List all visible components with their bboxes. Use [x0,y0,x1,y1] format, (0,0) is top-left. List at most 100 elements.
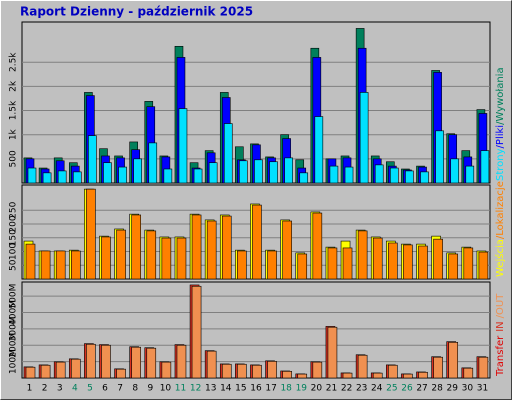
bar [478,251,489,280]
bar [329,165,339,184]
x-tick-label: 24 [371,384,383,394]
legend-entry: IN [495,321,506,331]
bar [148,142,158,184]
bar [282,220,292,280]
bar [206,350,217,379]
bar [312,361,323,379]
y-tick-label: 500M [9,284,19,309]
chart-title: Raport Dzienny - październik 2025 [20,5,253,19]
bar [176,237,187,280]
bar [27,167,37,184]
bar [267,250,277,280]
bar [55,250,66,280]
bar [146,230,157,280]
bar [312,212,323,280]
bar [86,188,96,280]
bar [297,253,308,280]
bar [116,368,126,379]
bar [55,361,66,379]
bar [237,250,247,280]
bar [237,363,247,379]
x-tick-label: 27 [416,384,427,394]
bar [193,168,203,184]
y-tick-label: 2k [9,80,19,92]
bar [131,214,141,280]
bar [388,242,398,280]
x-tick-label: 22 [341,384,352,394]
bar [433,356,443,379]
bar [70,250,81,280]
bar [450,158,460,184]
bar [178,108,188,184]
y-tick-label: 50 [9,259,19,271]
x-tick-label: 15 [235,384,246,394]
bar [403,244,413,280]
bar [86,343,96,379]
bar [254,159,263,184]
x-tick-label: 20 [311,384,323,394]
bar [448,341,459,379]
bar [433,238,443,280]
bar [478,356,489,379]
legend: Transfer IN/OUT [495,293,506,377]
bar [223,123,233,184]
bar [403,373,413,379]
x-tick-label: 14 [220,384,232,394]
bar [390,167,399,184]
bar [267,360,277,379]
bar [88,135,97,184]
bar [221,363,232,379]
bar [314,116,324,184]
bar [70,358,81,379]
x-tick-label: 6 [102,384,108,394]
bar [239,160,248,184]
x-tick-label: 2 [42,384,48,394]
y-tick-label: 400M [9,300,19,325]
x-tick-label: 28 [431,384,443,394]
y-tick-label: 100 [9,243,19,260]
x-tick-label: 10 [160,384,172,394]
bar [405,170,414,184]
x-tick-label: 8 [132,384,138,394]
legend-entry: /OUT [495,293,506,319]
y-tick-label: 1.5k [9,100,19,120]
bar [480,150,490,184]
bar [208,162,218,184]
bar [116,229,126,280]
y-tick-label: 500 [9,150,19,167]
bar [418,371,428,379]
x-tick-label: 5 [87,384,93,394]
bar [176,344,187,379]
bar [448,253,459,280]
x-tick-label: 4 [72,384,78,394]
legend-entry: /Wywołania [495,67,506,125]
bar [282,370,292,379]
legend-entry: Wejścia [494,239,506,277]
bar [191,285,202,379]
bar [57,170,67,184]
bar [297,373,308,379]
y-tick-label: 200M [9,333,19,358]
x-tick-label: 1 [27,384,33,394]
bar [465,165,475,184]
y-tick-label: 300M [9,316,19,341]
y-tick-label: 200 [9,215,19,232]
bar [191,214,202,280]
bar [101,236,111,280]
x-tick-label: 7 [117,384,123,394]
y-tick-label: 2.5k [9,52,19,72]
bar [252,204,262,280]
x-tick-label: 13 [205,384,216,394]
bar [131,346,141,379]
bar [133,158,142,184]
legend: Strony/Pliki/Wywołania [495,67,506,181]
bar [435,130,444,184]
x-tick-label: 11 [175,384,186,394]
bar [342,247,353,280]
bar [161,361,172,379]
bar [72,171,82,184]
legend-entry: Strony [495,148,506,181]
x-tick-label: 9 [147,384,153,394]
x-tick-label: 16 [250,384,262,394]
